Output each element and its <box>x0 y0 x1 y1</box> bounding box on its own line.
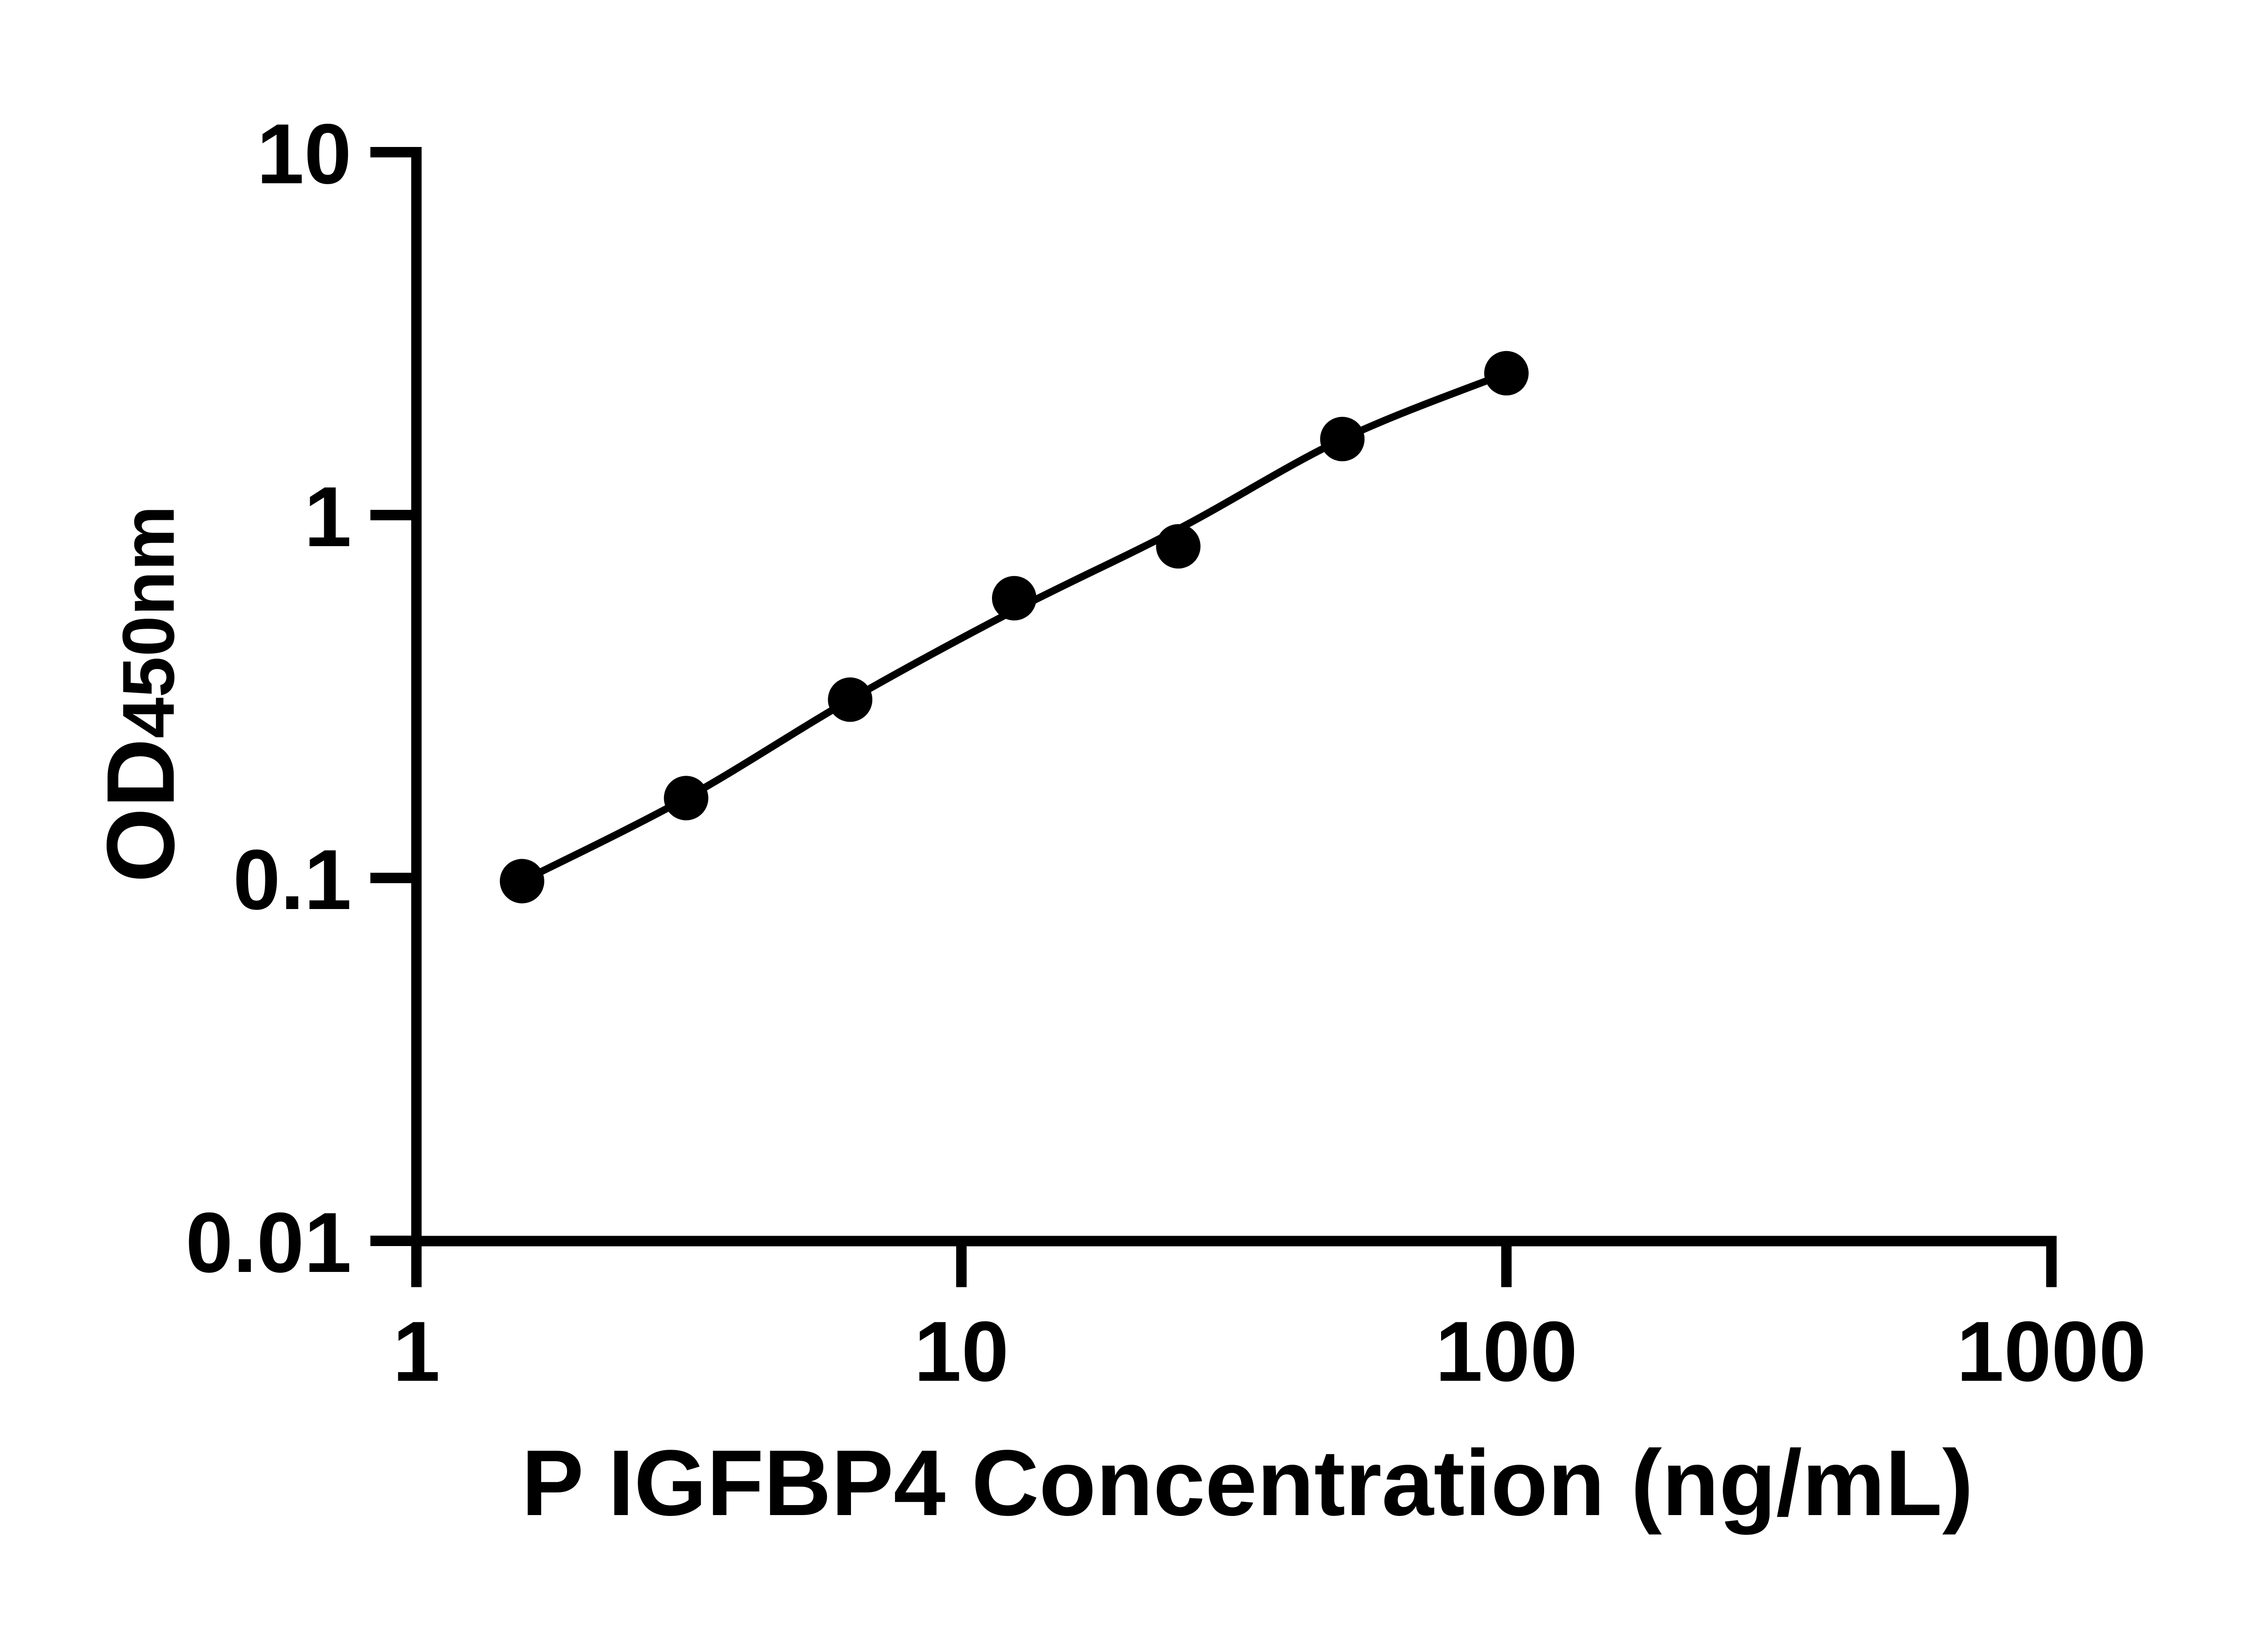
data-point-6.25ngml <box>828 677 873 722</box>
y-tick-label-0.1: 0.1 <box>233 831 352 927</box>
y-tick-label-0.01: 0.01 <box>186 1194 352 1290</box>
y-axis-title: OD 450nm <box>87 505 194 883</box>
data-point-1.5625ngml <box>499 859 544 904</box>
y-tick-label-1: 1 <box>304 469 352 564</box>
data-point-100ngml <box>1484 351 1529 396</box>
x-tick-label-1: 1 <box>392 1304 440 1399</box>
data-point-25ngml <box>1156 524 1201 569</box>
x-tick-label-100: 100 <box>1435 1304 1578 1399</box>
y-axis-title-main: OD <box>87 738 194 883</box>
y-axis-title-sub: 450nm <box>108 505 190 738</box>
data-point-50ngml <box>1320 416 1365 461</box>
x-axis-title: P IGFBP4 Concentration (ng/mL) <box>521 1431 1974 1535</box>
y-tick-label-10: 10 <box>256 106 352 201</box>
x-tick-label-1000: 1000 <box>1956 1304 2146 1399</box>
x-tick-label-10: 10 <box>914 1304 1009 1399</box>
data-point-3.125ngml <box>664 776 709 821</box>
data-point-12.5ngml <box>992 576 1036 621</box>
